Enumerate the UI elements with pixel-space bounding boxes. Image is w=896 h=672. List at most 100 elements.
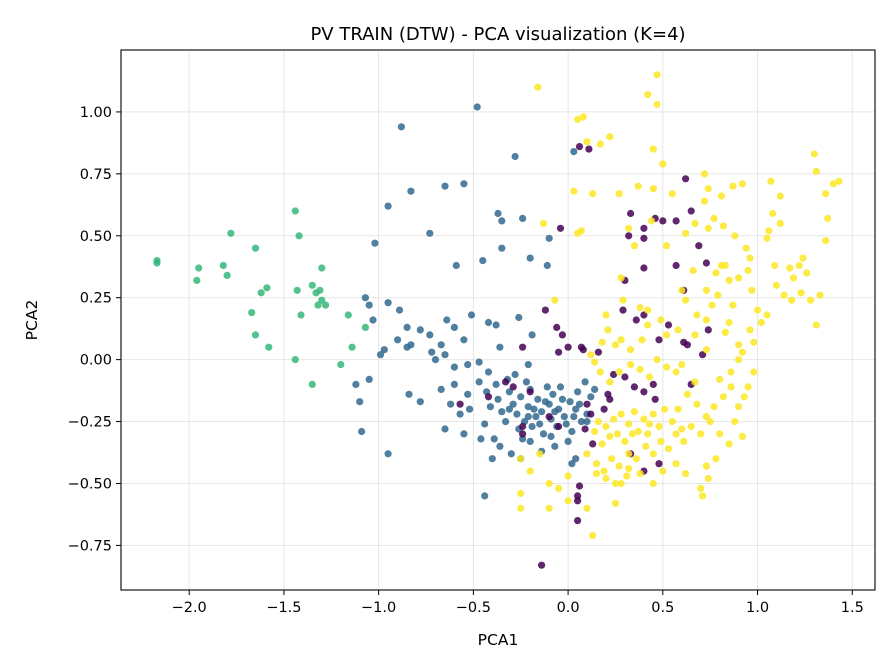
data-point-cluster-1 — [587, 393, 595, 401]
data-point-cluster-1 — [568, 427, 576, 436]
data-point-cluster-3 — [812, 321, 820, 329]
data-point-cluster-3 — [647, 217, 656, 225]
data-point-cluster-3 — [653, 356, 661, 364]
data-point-cluster-3 — [799, 254, 807, 262]
data-point-cluster-1 — [572, 455, 580, 463]
data-point-cluster-0 — [556, 224, 565, 232]
data-point-cluster-3 — [646, 420, 654, 428]
data-point-cluster-2 — [308, 281, 316, 289]
data-point-cluster-1 — [532, 413, 540, 421]
data-point-cluster-3 — [649, 185, 657, 193]
data-point-cluster-1 — [574, 388, 582, 396]
data-point-cluster-3 — [517, 455, 525, 463]
data-point-cluster-2 — [248, 309, 256, 317]
y-axis-label: PCA2 — [23, 300, 41, 341]
data-point-cluster-3 — [710, 403, 718, 411]
data-point-cluster-1 — [509, 400, 517, 408]
data-point-cluster-1 — [460, 180, 468, 188]
data-point-cluster-3 — [642, 442, 650, 450]
data-point-cluster-3 — [611, 341, 620, 349]
data-point-cluster-1 — [498, 217, 506, 225]
data-point-cluster-1 — [475, 378, 483, 386]
data-point-cluster-1 — [494, 209, 502, 218]
data-point-cluster-3 — [526, 467, 534, 475]
data-point-cluster-2 — [251, 331, 260, 339]
data-point-cluster-0 — [659, 217, 667, 225]
data-point-cluster-3 — [600, 467, 608, 475]
data-point-cluster-1 — [575, 400, 584, 408]
data-point-cluster-3 — [661, 405, 669, 413]
data-point-cluster-3 — [644, 91, 652, 99]
data-point-cluster-3 — [649, 479, 657, 488]
data-point-cluster-1 — [507, 450, 515, 458]
data-point-cluster-3 — [623, 472, 631, 480]
data-point-cluster-1 — [543, 261, 551, 270]
data-point-cluster-3 — [712, 269, 720, 277]
data-point-cluster-0 — [683, 341, 692, 349]
data-point-cluster-0 — [672, 217, 680, 225]
data-point-cluster-2 — [193, 276, 201, 284]
data-point-cluster-1 — [511, 370, 519, 379]
x-tick-label: 0.5 — [651, 600, 674, 616]
data-point-cluster-1 — [538, 408, 546, 416]
data-point-cluster-1 — [496, 442, 504, 450]
data-point-cluster-3 — [748, 286, 756, 294]
data-point-cluster-3 — [772, 281, 781, 289]
data-point-cluster-3 — [697, 484, 705, 492]
data-point-cluster-3 — [591, 427, 599, 436]
data-point-cluster-1 — [431, 356, 440, 364]
x-tick-label: −0.5 — [456, 600, 491, 616]
data-point-cluster-3 — [570, 187, 578, 195]
data-point-cluster-3 — [716, 430, 724, 438]
data-point-cluster-3 — [691, 219, 699, 227]
data-point-cluster-1 — [530, 405, 538, 413]
data-point-cluster-3 — [630, 408, 639, 416]
data-point-cluster-1 — [566, 398, 574, 406]
data-point-cluster-3 — [517, 489, 525, 497]
y-tick-label: 0.75 — [80, 167, 112, 183]
data-point-cluster-1 — [528, 422, 536, 431]
data-point-cluster-3 — [767, 177, 775, 185]
data-point-cluster-1 — [515, 313, 523, 322]
data-point-cluster-2 — [322, 301, 330, 309]
data-point-cluster-2 — [318, 264, 326, 272]
data-point-cluster-0 — [625, 232, 633, 240]
data-point-cluster-1 — [407, 341, 415, 349]
data-point-cluster-3 — [810, 150, 819, 158]
data-point-cluster-3 — [776, 219, 784, 227]
data-point-cluster-3 — [617, 410, 625, 418]
data-point-cluster-0 — [581, 425, 589, 433]
data-point-cluster-2 — [219, 261, 227, 270]
data-point-cluster-3 — [725, 276, 733, 284]
data-point-cluster-3 — [579, 113, 587, 121]
data-point-cluster-3 — [678, 425, 686, 433]
data-point-cluster-1 — [511, 152, 519, 161]
data-point-cluster-0 — [704, 326, 712, 334]
data-point-cluster-1 — [407, 187, 415, 195]
data-point-cluster-3 — [598, 338, 606, 346]
data-point-cluster-1 — [460, 430, 468, 438]
data-point-cluster-1 — [534, 395, 542, 403]
x-tick-label: 1.5 — [841, 600, 864, 616]
data-point-cluster-1 — [484, 318, 493, 327]
data-point-cluster-3 — [719, 393, 728, 401]
data-point-cluster-1 — [524, 413, 532, 421]
data-point-cluster-1 — [477, 435, 485, 443]
data-point-cluster-3 — [702, 286, 711, 294]
data-point-cluster-1 — [551, 408, 559, 416]
data-point-cluster-2 — [314, 301, 322, 309]
x-axis-label: PCA1 — [478, 631, 519, 649]
data-point-cluster-0 — [484, 393, 493, 401]
data-point-cluster-3 — [610, 415, 618, 423]
data-point-cluster-3 — [803, 269, 811, 277]
x-tick-label: −2.0 — [172, 600, 207, 616]
data-point-cluster-1 — [543, 383, 551, 391]
data-point-cluster-3 — [655, 422, 663, 431]
data-point-cluster-1 — [568, 460, 576, 468]
data-point-cluster-3 — [729, 301, 737, 309]
data-point-cluster-3 — [539, 219, 548, 227]
x-axis-ticks: −2.0 −1.5 −1.0 −0.5 0.0 0.5 1.0 1.5 — [172, 590, 864, 616]
data-point-cluster-1 — [450, 323, 458, 331]
data-points — [153, 71, 843, 569]
data-point-cluster-1 — [526, 254, 534, 262]
